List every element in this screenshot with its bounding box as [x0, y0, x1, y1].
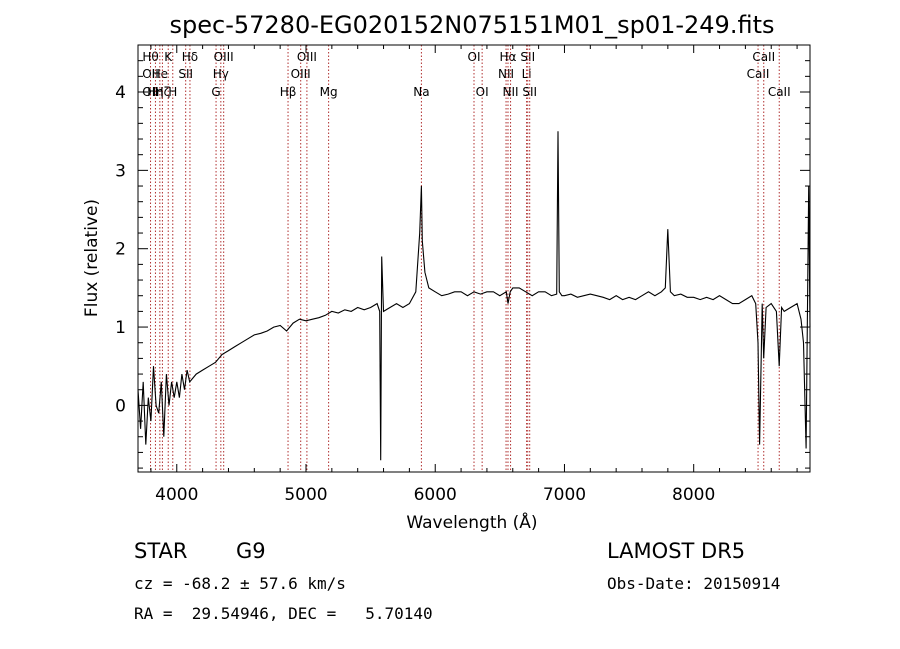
line-marker-label: OIII: [214, 50, 234, 64]
line-marker-label: CaII: [768, 85, 791, 99]
y-tick-label: 0: [115, 396, 126, 416]
line-marker-label: Hα: [500, 50, 517, 64]
x-axis-label: Wavelength (Å): [406, 511, 537, 533]
line-marker-label: OII: [142, 67, 159, 81]
obs-date: Obs-Date: 20150914: [607, 574, 781, 593]
redshift-line: cz = -68.2 ± 57.6 km/s: [134, 574, 346, 593]
object-class: STAR: [134, 539, 188, 563]
spectrum-line: [137, 131, 811, 461]
line-marker-label: Hδ: [182, 50, 198, 64]
line-marker-label: SII: [178, 67, 193, 81]
line-marker-label: OI: [476, 85, 489, 99]
line-marker-label: CaII: [752, 50, 775, 64]
line-marker-label: Li: [522, 67, 532, 81]
line-marker-label: G: [211, 85, 220, 99]
x-tick-label: 8000: [672, 485, 715, 505]
line-marker-label: NII: [503, 85, 519, 99]
x-tick-label: 6000: [414, 485, 457, 505]
y-tick-label: 1: [115, 318, 126, 338]
y-tick-label: 4: [115, 83, 126, 103]
line-marker-label: OII: [142, 85, 159, 99]
y-tick-label: 2: [115, 240, 126, 260]
emission-line-markers: HθOIIOIIHηHeHζKHSIIHδGHγOIIIHβOIIIOIIIMg…: [142, 45, 791, 472]
line-marker-label: Mg: [320, 85, 338, 99]
line-marker-label: OIII: [297, 50, 317, 64]
line-marker-label: Na: [413, 85, 429, 99]
line-marker-label: NII: [498, 67, 514, 81]
y-tick-label: 3: [115, 161, 126, 181]
object-subclass: G9: [236, 539, 266, 563]
line-marker-label: Hγ: [213, 67, 229, 81]
line-marker-label: Hβ: [280, 85, 297, 99]
x-tick-label: 4000: [155, 485, 198, 505]
survey-label: LAMOST DR5: [607, 539, 746, 563]
line-marker-label: K: [164, 50, 173, 64]
line-marker-label: CaII: [747, 67, 770, 81]
line-marker-label: SII: [522, 85, 537, 99]
line-marker-label: OIII: [291, 67, 311, 81]
line-marker-label: He: [152, 67, 168, 81]
line-marker-label: Hζ: [155, 85, 171, 99]
plot-frame: [137, 44, 811, 473]
x-tick-label: 7000: [543, 485, 586, 505]
line-marker-label: SII: [520, 50, 535, 64]
line-marker-label: OI: [468, 50, 481, 64]
y-axis-label: Flux (relative): [82, 199, 102, 317]
line-marker-label: H: [168, 85, 177, 99]
coordinates-line: RA = 29.54946, DEC = 5.70140: [134, 604, 433, 623]
axes: 4000 5000 6000 7000 8000 0 1 2 3 4: [115, 44, 810, 505]
x-tick-label: 5000: [284, 485, 327, 505]
chart-title: spec-57280-EG020152N075151M01_sp01-249.f…: [170, 11, 775, 39]
line-marker-label: Hθ: [142, 50, 158, 64]
